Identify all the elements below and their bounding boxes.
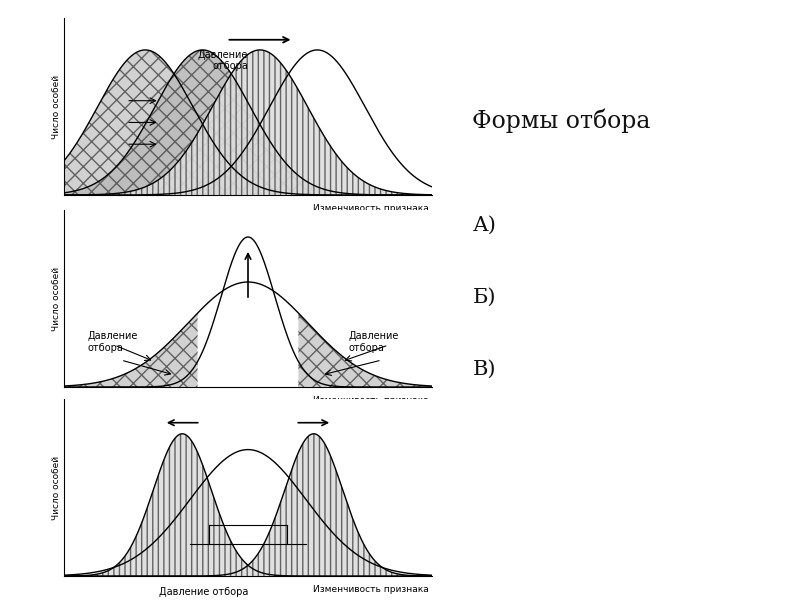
Text: Давление
отбора: Давление отбора: [348, 331, 398, 353]
Text: Изменчивость признака: Изменчивость признака: [313, 585, 428, 594]
Text: В): В): [473, 360, 496, 379]
Text: Давление
отбора: Давление отбора: [198, 50, 248, 71]
Y-axis label: Число особей: Число особей: [52, 74, 62, 139]
Text: Давление отбора: Давление отбора: [159, 587, 249, 596]
Text: Б): Б): [473, 288, 496, 307]
Text: б): б): [198, 408, 210, 418]
Text: А): А): [473, 216, 496, 235]
Y-axis label: Число особей: Число особей: [52, 455, 62, 520]
Text: Формы отбора: Формы отбора: [473, 108, 651, 133]
Text: Изменчивость признака: Изменчивость признака: [313, 396, 428, 405]
Text: Изменчивость признака: Изменчивость признака: [313, 204, 428, 213]
Text: а): а): [198, 216, 210, 226]
Text: Давление
отбора: Давление отбора: [87, 331, 138, 353]
Y-axis label: Число особей: Число особей: [52, 266, 62, 331]
